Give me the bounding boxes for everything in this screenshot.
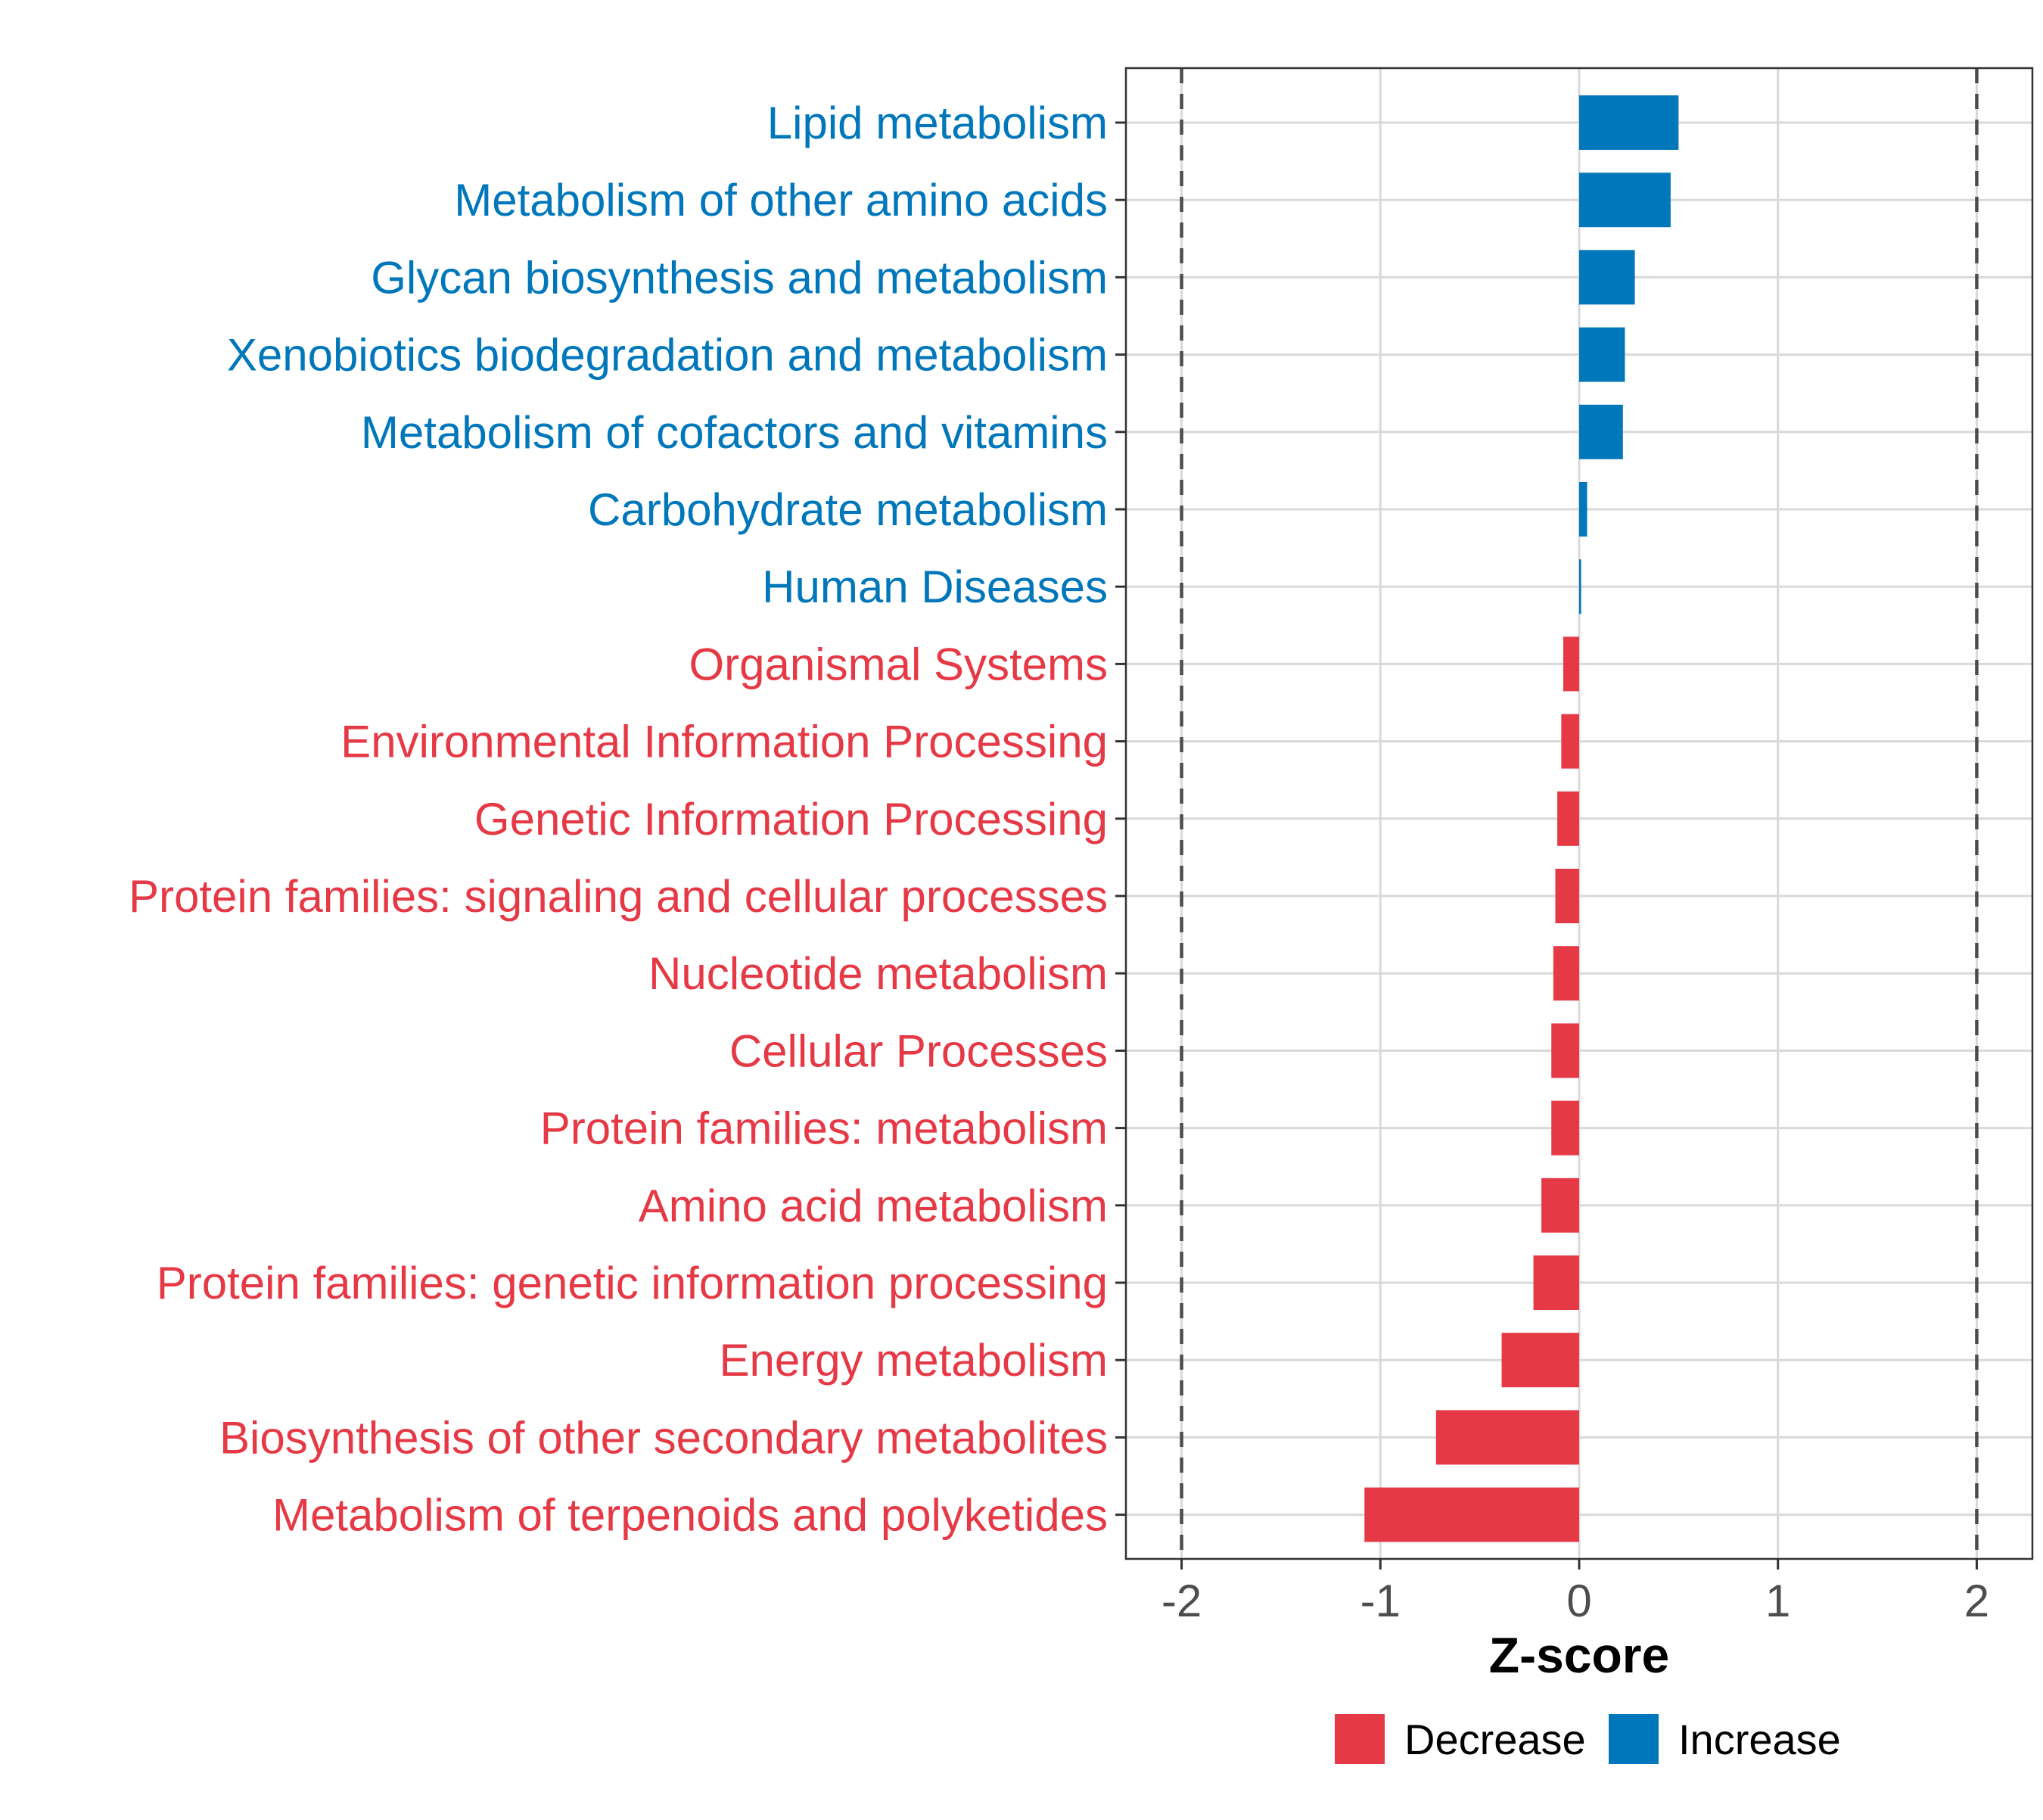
bar-7 — [1563, 636, 1579, 692]
category-label-14: Amino acid metabolism — [639, 1181, 1108, 1231]
x-tick-label-0: -2 — [1161, 1576, 1202, 1626]
category-label-2: Glycan biosynthesis and metabolism — [371, 252, 1108, 303]
category-label-7: Organismal Systems — [689, 639, 1108, 689]
category-label-4: Metabolism of cofactors and vitamins — [361, 407, 1108, 458]
bar-6 — [1579, 559, 1581, 614]
x-tick-label-1: -1 — [1360, 1576, 1401, 1626]
bar-0 — [1579, 95, 1679, 150]
category-label-8: Environmental Information Processing — [340, 717, 1108, 767]
category-label-6: Human Diseases — [762, 562, 1108, 612]
y-axis-labels: Lipid metabolism Metabolism of other amin… — [129, 98, 1108, 1541]
bar-17 — [1435, 1410, 1579, 1465]
x-axis-ticks — [1180, 1559, 1978, 1570]
bar-18 — [1364, 1487, 1579, 1542]
category-label-0: Lipid metabolism — [767, 98, 1108, 148]
bar-3 — [1579, 327, 1625, 382]
bar-11 — [1553, 946, 1579, 1001]
legend-swatch-decrease — [1335, 1714, 1385, 1764]
x-tick-label-4: 2 — [1964, 1576, 1989, 1626]
bar-15 — [1533, 1255, 1579, 1310]
category-label-5: Carbohydrate metabolism — [588, 484, 1108, 535]
category-label-9: Genetic Information Processing — [474, 794, 1108, 845]
x-tick-label-2: 0 — [1566, 1576, 1591, 1626]
bar-8 — [1561, 714, 1579, 769]
bar-10 — [1555, 869, 1579, 923]
category-label-10: Protein families: signaling and cellular… — [129, 871, 1108, 922]
bar-16 — [1501, 1333, 1579, 1388]
bar-14 — [1541, 1178, 1579, 1233]
legend: Decrease Increase — [1335, 1714, 1841, 1764]
bar-5 — [1579, 482, 1587, 537]
bar-9 — [1557, 791, 1579, 846]
legend-label-decrease: Decrease — [1404, 1716, 1586, 1763]
x-axis-tick-labels: -2 -1 0 1 2 — [1161, 1576, 1989, 1626]
category-label-1: Metabolism of other amino acids — [454, 175, 1108, 226]
reference-lines — [1180, 68, 1979, 1559]
category-label-18: Metabolism of terpenoids and polyketides — [272, 1490, 1108, 1541]
category-label-17: Biosynthesis of other secondary metaboli… — [219, 1412, 1108, 1463]
category-label-13: Protein families: metabolism — [540, 1103, 1108, 1154]
x-tick-label-3: 1 — [1765, 1576, 1790, 1626]
category-label-11: Nucleotide metabolism — [648, 948, 1108, 999]
category-label-15: Protein families: genetic information pr… — [157, 1258, 1108, 1308]
bar-12 — [1551, 1023, 1579, 1078]
y-axis-ticks — [1115, 121, 1126, 1517]
legend-swatch-increase — [1609, 1714, 1659, 1764]
category-label-12: Cellular Processes — [729, 1025, 1108, 1076]
category-label-16: Energy metabolism — [719, 1335, 1108, 1386]
bar-2 — [1579, 250, 1635, 305]
bar-layer — [1364, 95, 1679, 1542]
x-axis-title: Z-score — [1489, 1627, 1669, 1683]
category-label-3: Xenobiotics biodegradation and metabolis… — [227, 330, 1108, 381]
legend-label-increase: Increase — [1678, 1716, 1841, 1763]
bar-4 — [1579, 404, 1623, 459]
bar-1 — [1579, 173, 1671, 228]
bar-13 — [1551, 1100, 1579, 1156]
